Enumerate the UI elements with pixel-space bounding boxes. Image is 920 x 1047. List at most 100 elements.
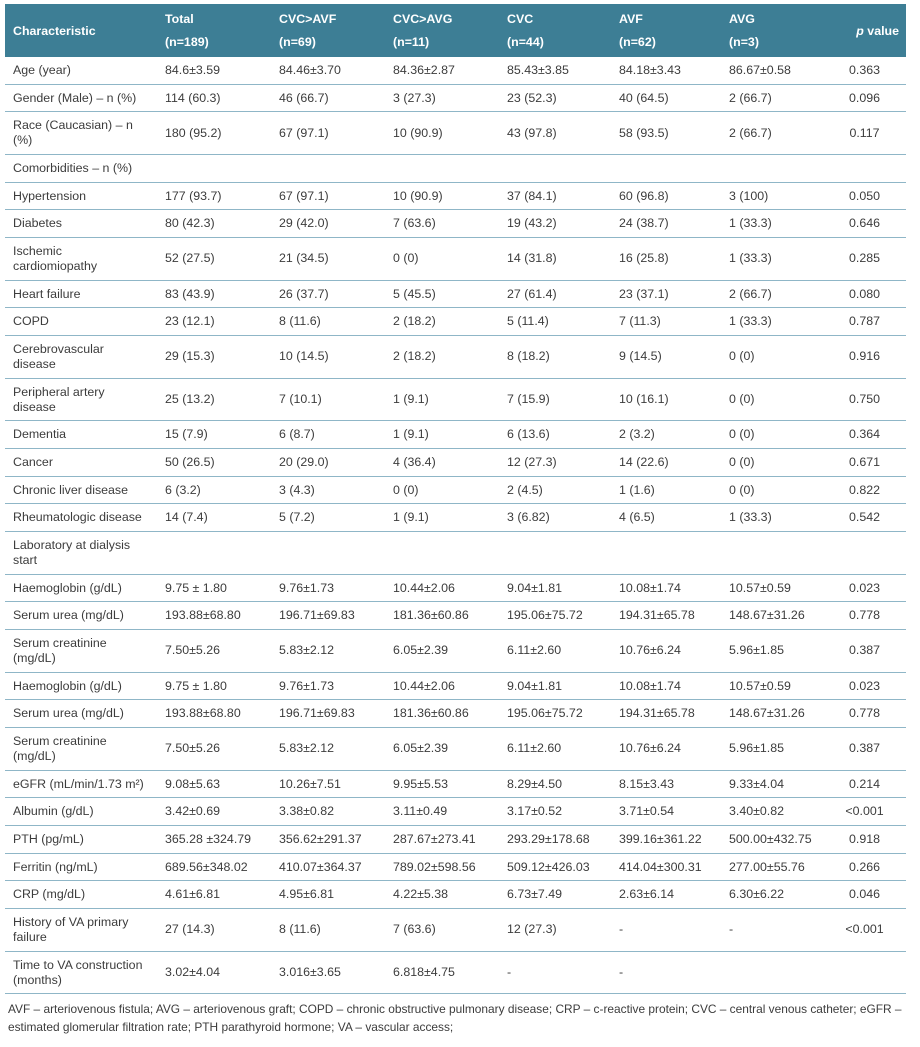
column-n-count: (n=44): [507, 35, 544, 49]
table-cell: 3.11±0.49: [385, 797, 499, 826]
table-row: Dementia 15 (7.9) 6 (8.7) 1 (9.1) 6 (13.6) 2 …: [5, 420, 906, 449]
table-row: COPD 23 (12.1) 8 (11.6) 2 (18.2) 5 (11.4) 7 (…: [5, 307, 906, 336]
table-row: Gender (Male) – n (%) 114 (60.3) 46 (66.7)…: [5, 84, 906, 113]
p-value-cell: 0.117: [831, 111, 906, 155]
table-cell: 181.36±60.86: [385, 601, 499, 630]
row-label: History of VA primary failure: [5, 908, 157, 952]
table-body: Age (year) 84.6±3.59 84.46±3.70 84.36±2.87 8…: [5, 57, 906, 995]
section-row: Comorbidities – n (%): [5, 154, 906, 183]
table-cell: 9.04±1.81: [499, 574, 611, 603]
table-cell: 84.36±2.87: [385, 57, 499, 85]
table-cell: 50 (26.5): [157, 448, 271, 477]
table-cell: 196.71±69.83: [271, 601, 385, 630]
table-cell: 0 (0): [721, 420, 831, 449]
table-cell: 0 (0): [385, 237, 499, 281]
table-cell: -: [611, 951, 721, 995]
table-cell: 1 (9.1): [385, 378, 499, 422]
column-header-p-value: p value: [831, 4, 906, 57]
row-label: Time to VA construction (months): [5, 951, 157, 995]
table-row: PTH (pg/mL) 365.28 ±324.79 356.62±291.37 28…: [5, 825, 906, 854]
table-row: CRP (mg/dL) 4.61±6.81 4.95±6.81 4.22±5.38 6.…: [5, 880, 906, 909]
p-value-cell: 0.918: [831, 825, 906, 854]
table-cell: 0 (0): [721, 448, 831, 477]
p-value-cell: 0.787: [831, 307, 906, 336]
table-cell: 6 (13.6): [499, 420, 611, 449]
table-cell: 148.67±31.26: [721, 699, 831, 728]
table-cell: 29 (42.0): [271, 209, 385, 238]
table-cell: 356.62±291.37: [271, 825, 385, 854]
table-row: eGFR (mL/min/1.73 m²) 9.08±5.63 10.26±7.51…: [5, 770, 906, 799]
table-cell: 83 (43.9): [157, 280, 271, 309]
table-cell: 3.016±3.65: [271, 951, 385, 995]
table-cell: 9.08±5.63: [157, 770, 271, 799]
section-label: Laboratory at dialysis start: [5, 531, 906, 575]
table-cell: 15 (7.9): [157, 420, 271, 449]
table-cell: 8 (18.2): [499, 335, 611, 379]
table-cell: 8 (11.6): [271, 908, 385, 952]
table-cell: 500.00±432.75: [721, 825, 831, 854]
table-cell: 0 (0): [721, 335, 831, 379]
table-cell: 194.31±65.78: [611, 699, 721, 728]
table-cell: 23 (12.1): [157, 307, 271, 336]
table-row: History of VA primary failure 27 (14.3) 8 …: [5, 908, 906, 952]
table-cell: 46 (66.7): [271, 84, 385, 113]
table-cell: 84.18±3.43: [611, 57, 721, 85]
p-value-cell: 0.285: [831, 237, 906, 281]
column-label: CVC>AVF: [279, 12, 337, 26]
row-label: Serum creatinine (mg/dL): [5, 629, 157, 673]
table-cell: 0 (0): [721, 378, 831, 422]
table-cell: 194.31±65.78: [611, 601, 721, 630]
table-cell: 277.00±55.76: [721, 853, 831, 882]
table-cell: 4.61±6.81: [157, 880, 271, 909]
table-cell: 1 (9.1): [385, 420, 499, 449]
table-cell: 293.29±178.68: [499, 825, 611, 854]
p-value-cell: [831, 951, 906, 995]
p-value-cell: 0.778: [831, 699, 906, 728]
column-n-count: (n=11): [393, 35, 430, 49]
table-cell: 287.67±273.41: [385, 825, 499, 854]
column-label: AVF: [619, 12, 643, 26]
row-label: Hypertension: [5, 182, 157, 211]
column-header-characteristic: Characteristic: [5, 4, 157, 57]
table-cell: 58 (93.5): [611, 111, 721, 155]
p-value-cell: 0.646: [831, 209, 906, 238]
table-cell: 2 (4.5): [499, 476, 611, 505]
p-value-cell: 0.387: [831, 629, 906, 673]
row-label: Serum urea (mg/dL): [5, 601, 157, 630]
table-cell: 2 (66.7): [721, 280, 831, 309]
table-header: Characteristic Total (n=189) CVC>AVF (n=69) C…: [5, 4, 906, 57]
table-cell: 7 (63.6): [385, 908, 499, 952]
characteristics-table: Characteristic Total (n=189) CVC>AVF (n=69) C…: [5, 4, 906, 995]
column-label: CVC>AVG: [393, 12, 453, 26]
p-value-cell: 0.822: [831, 476, 906, 505]
table-cell: 3.38±0.82: [271, 797, 385, 826]
row-label: Age (year): [5, 57, 157, 85]
table-cell: 2 (3.2): [611, 420, 721, 449]
table-cell: 509.12±426.03: [499, 853, 611, 882]
table-cell: 7 (63.6): [385, 209, 499, 238]
table-cell: 2 (66.7): [721, 84, 831, 113]
table-cell: 7 (15.9): [499, 378, 611, 422]
table-cell: 3.42±0.69: [157, 797, 271, 826]
table-cell: 8 (11.6): [271, 307, 385, 336]
p-value-cell: 0.080: [831, 280, 906, 309]
table-cell: 3 (100): [721, 182, 831, 211]
p-value-cell: 0.050: [831, 182, 906, 211]
row-label: Cerebrovascular disease: [5, 335, 157, 379]
table-cell: 2 (18.2): [385, 335, 499, 379]
table-cell: 789.02±598.56: [385, 853, 499, 882]
p-value-cell: 0.671: [831, 448, 906, 477]
table-cell: 43 (97.8): [499, 111, 611, 155]
table-cell: 10.76±6.24: [611, 629, 721, 673]
table-cell: 3.40±0.82: [721, 797, 831, 826]
table-cell: 3 (27.3): [385, 84, 499, 113]
p-value-cell: 0.214: [831, 770, 906, 799]
column-label: AVG: [729, 12, 755, 26]
table-row: Rheumatologic disease 14 (7.4) 5 (7.2) 1 (9…: [5, 503, 906, 532]
table-cell: 10 (90.9): [385, 182, 499, 211]
column-header-avg: AVG (n=3): [721, 4, 831, 57]
table-cell: 21 (34.5): [271, 237, 385, 281]
table-cell: 86.67±0.58: [721, 57, 831, 85]
table-cell: 4 (6.5): [611, 503, 721, 532]
